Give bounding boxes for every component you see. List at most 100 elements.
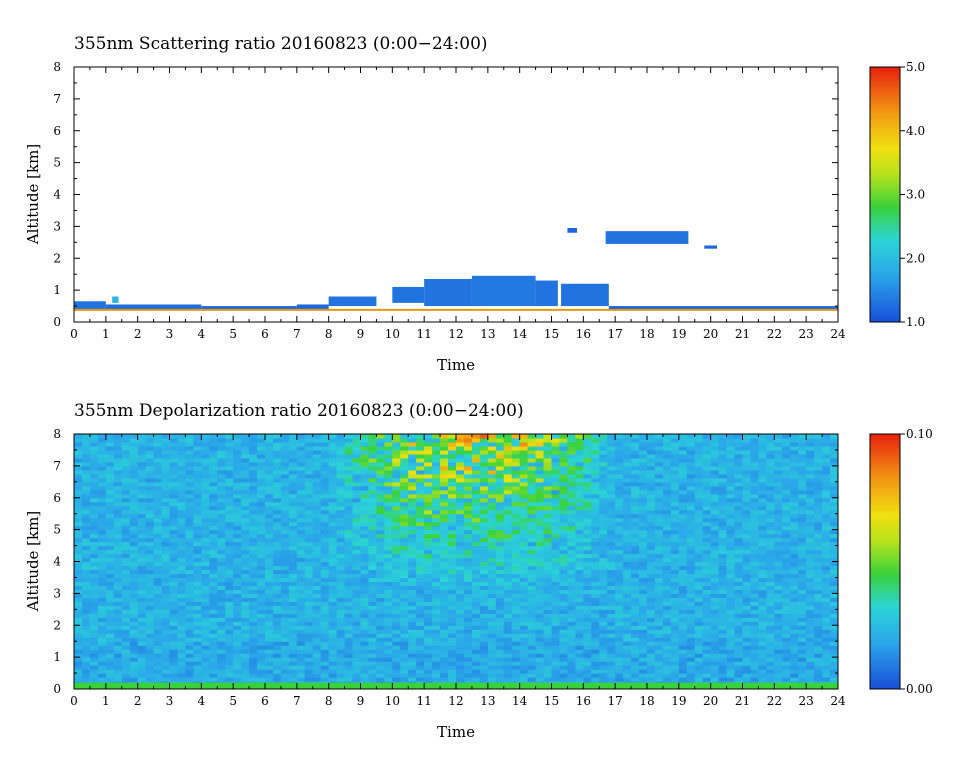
depol-cell [384,589,393,594]
depol-cell [177,625,187,630]
depol-cell [280,509,290,515]
depol-cell [312,545,322,551]
depol-cell [408,477,417,483]
depol-cell [456,661,465,666]
depol-cell [113,445,123,451]
depol-cell [376,513,385,519]
colorbar-tick-label: 3.0 [906,188,925,202]
depol-cell [384,629,393,634]
depol-cell [368,457,378,463]
depol-cell [233,537,242,543]
depol-cell [113,577,123,583]
depol-cell [527,569,537,575]
depol-cell [527,561,537,567]
depol-cell [177,461,187,467]
depol-cell [631,585,640,590]
depol-cell [583,565,592,571]
depol-cell [408,669,417,674]
depol-cell [121,517,131,523]
depol-cell [400,597,409,602]
depol-cell [440,457,449,463]
depol-cell [519,449,529,455]
depol-cell [551,441,561,447]
depol-cell [623,481,632,487]
depol-cell [193,557,202,563]
depol-cell [559,625,569,630]
depol-cell [487,537,497,543]
depol-cell [81,593,91,598]
depol-cell [503,609,513,614]
depol-cell [575,453,584,459]
depol-cell [241,549,250,555]
depol-cell [233,561,242,567]
depol-cell [527,629,537,634]
depol-cell [97,529,107,535]
depol-cell [185,481,194,487]
depol-cell [487,561,497,567]
depol-cell [272,573,282,579]
depol-cell [368,521,378,527]
depol-cell [336,661,346,666]
depol-cell [456,453,465,459]
depol-cell [233,677,242,682]
depol-cell [376,493,385,499]
depol-cell [479,581,489,586]
depol-cell [74,525,83,531]
depol-cell [177,605,187,610]
depol-cell [615,605,624,610]
depol-cell [392,541,401,547]
depol-cell [288,513,298,519]
depol-cell [463,477,473,483]
depol-cell [376,441,385,447]
depol-cell [288,505,298,511]
depol-cell [583,513,592,519]
depol-cell [647,661,656,666]
depol-cell [519,461,529,467]
depol-cell [527,485,537,491]
depol-cell [384,505,393,511]
depol-cell [113,537,123,543]
depol-cell [272,457,282,463]
depol-cell [631,477,640,483]
depol-cell [511,469,521,475]
depol-cell [424,593,433,598]
depol-cell [336,645,346,650]
depol-cell [89,497,99,503]
depol-cell [463,665,473,670]
depol-cell [543,489,553,495]
depol-cell [647,441,656,447]
depol-cell [137,453,147,459]
cloud-layer [112,296,119,303]
depol-cell [193,497,202,503]
depol-cell [360,665,370,670]
depol-cell [392,581,401,586]
depol-cell [304,657,314,662]
depol-cell [249,621,258,626]
depol-cell [193,485,202,491]
depol-cell [631,645,640,650]
depol-cell [615,541,624,547]
depol-cell [448,545,457,551]
depol-cell [153,605,163,610]
depol-cell [177,561,187,567]
depol-cell [320,434,330,439]
depol-cell [233,481,242,487]
depol-cell [241,553,250,559]
depol-cell [424,585,433,590]
depol-cell [217,529,226,535]
depol-cell [360,673,370,678]
depol-cell [615,629,624,634]
depol-cell [217,557,226,563]
depol-cell [280,633,290,638]
depol-cell [527,577,537,583]
depol-cell [257,517,266,523]
depol-cell [225,637,234,642]
depol-cell [440,561,449,567]
depol-cell [336,593,346,598]
depol-cell [408,557,417,563]
depol-cell [328,437,338,443]
depol-cell [432,673,441,678]
depol-cell [503,597,513,602]
depol-cell [280,589,290,594]
depol-cell [320,469,330,475]
